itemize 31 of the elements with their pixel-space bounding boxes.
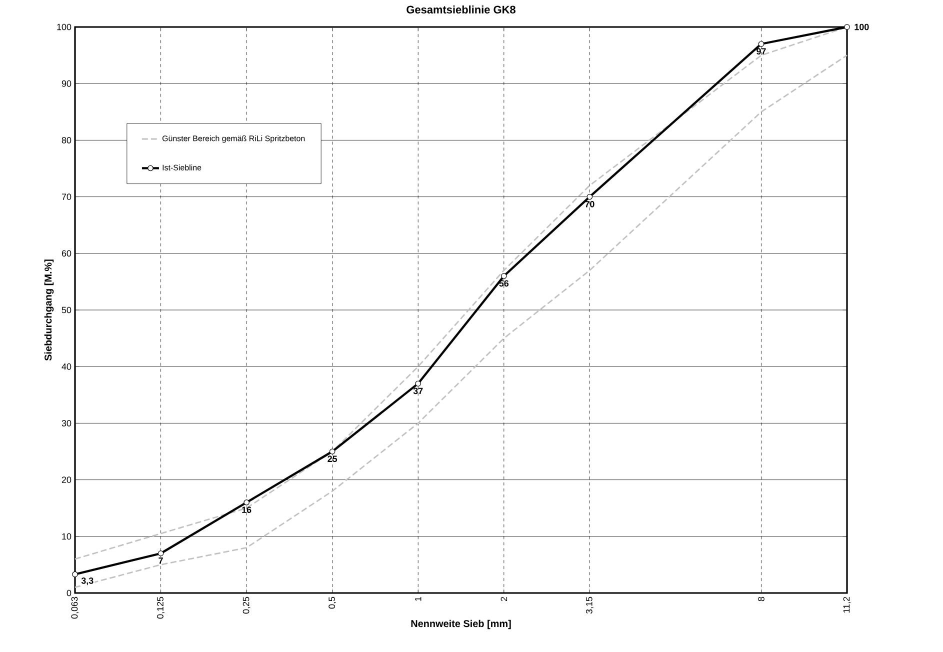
y-tick-label: 10 bbox=[62, 533, 72, 540]
y-tick-label: 60 bbox=[62, 250, 72, 257]
x-tick-label: 0,125 bbox=[157, 596, 164, 619]
data-label: 3,3 bbox=[81, 578, 94, 586]
data-label: 100 bbox=[854, 24, 869, 30]
y-tick-label: 70 bbox=[62, 194, 72, 200]
x-tick-label: 3,15 bbox=[586, 596, 594, 614]
y-tick-label: 80 bbox=[62, 137, 72, 144]
x-tick-label: 0,25 bbox=[242, 596, 250, 614]
data-label: 16 bbox=[242, 506, 252, 513]
chart-title: Gesamtsieblinie GK8 bbox=[406, 5, 516, 14]
x-tick-label: 1 bbox=[415, 596, 422, 601]
y-tick-label: 40 bbox=[62, 363, 72, 370]
y-tick-label: 100 bbox=[57, 24, 72, 30]
data-label: 25 bbox=[328, 456, 338, 462]
x-tick-label: 8 bbox=[758, 596, 764, 602]
data-label: 97 bbox=[756, 48, 766, 55]
data-label: 70 bbox=[585, 200, 594, 208]
y-tick-label: 20 bbox=[62, 476, 72, 483]
x-tick-label: 11,2 bbox=[843, 596, 851, 613]
x-axis-title: Nennweite Sieb [mm] bbox=[411, 620, 511, 630]
y-tick-label: 0 bbox=[66, 590, 72, 596]
y-tick-label: 30 bbox=[62, 420, 72, 426]
y-tick-label: 50 bbox=[62, 306, 72, 314]
data-label: 7 bbox=[158, 558, 163, 564]
data-label: 37 bbox=[413, 388, 423, 394]
y-axis-title: Siebdurchgang [M.%] bbox=[44, 260, 54, 361]
x-tick-label: 0,063 bbox=[71, 596, 79, 619]
y-tick-label: 90 bbox=[62, 80, 72, 87]
x-tick-label: 0,5 bbox=[328, 596, 336, 609]
x-tick-label: 2 bbox=[500, 596, 508, 602]
